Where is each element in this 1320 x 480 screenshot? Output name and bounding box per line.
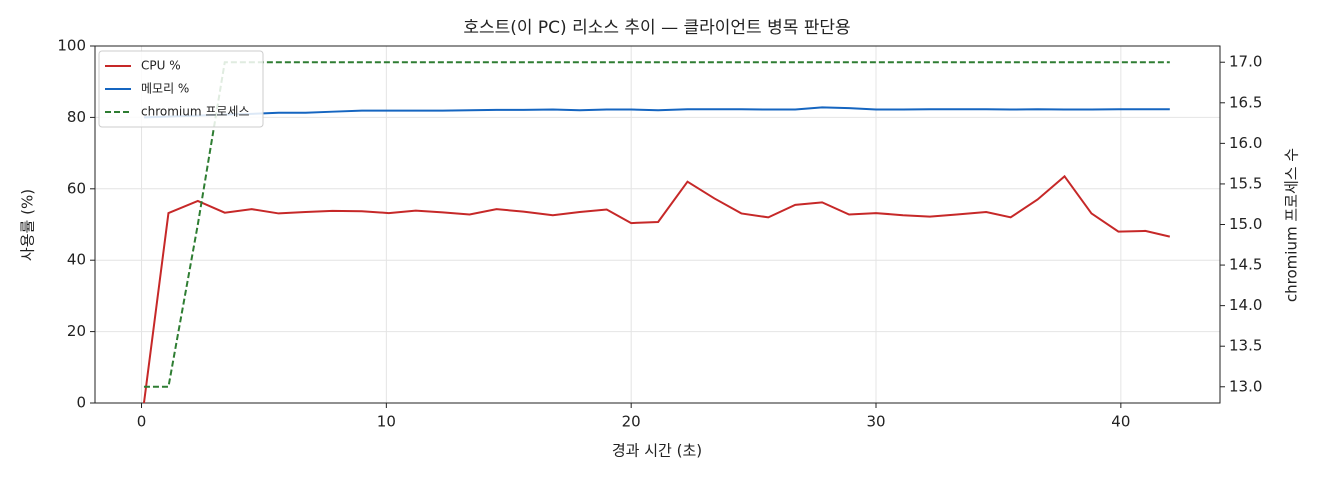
legend-label: CPU % (141, 59, 181, 73)
y-tick-label: 60 (67, 179, 86, 197)
y2-tick-label: 15.0 (1229, 215, 1262, 233)
y2-axis-label: chromium 프로세스 수 (1283, 148, 1301, 302)
y2-tick-label: 16.0 (1229, 134, 1262, 152)
x-axis-label: 경과 시간 (초) (612, 442, 702, 460)
y-tick-label: 100 (57, 37, 86, 55)
y2-tick-label: 16.5 (1229, 93, 1262, 111)
x-tick-label: 40 (1111, 413, 1130, 431)
legend-label: chromium 프로세스 (141, 105, 250, 119)
x-tick-label: 30 (866, 413, 885, 431)
y2-tick-label: 13.0 (1229, 377, 1262, 395)
y-tick-label: 80 (67, 108, 86, 126)
x-tick-label: 0 (137, 413, 147, 431)
chart-title: 호스트(이 PC) 리소스 추이 — 클라이언트 병목 판단용 (463, 18, 850, 38)
y2-tick-label: 14.0 (1229, 296, 1262, 314)
y-tick-label: 20 (67, 322, 86, 340)
y2-tick-label: 13.5 (1229, 337, 1262, 355)
legend-label: 메모리 % (141, 82, 189, 96)
x-tick-label: 10 (377, 413, 396, 431)
series-line (143, 106, 1170, 119)
plot-frame (94, 45, 1221, 404)
x-tick-label: 20 (622, 413, 641, 431)
series-line (143, 61, 1170, 388)
series-line (142, 174, 1171, 404)
y-axis-label: 사용률 (%) (19, 189, 37, 261)
y-tick-label: 40 (67, 251, 86, 269)
y2-tick-label: 17.0 (1229, 53, 1262, 71)
y-tick-label: 0 (76, 394, 86, 412)
y2-tick-label: 14.5 (1229, 256, 1262, 274)
y2-tick-label: 15.5 (1229, 174, 1262, 192)
legend-box (98, 50, 264, 128)
legend: CPU % 메모리 % chromium 프로세스 (98, 50, 264, 128)
